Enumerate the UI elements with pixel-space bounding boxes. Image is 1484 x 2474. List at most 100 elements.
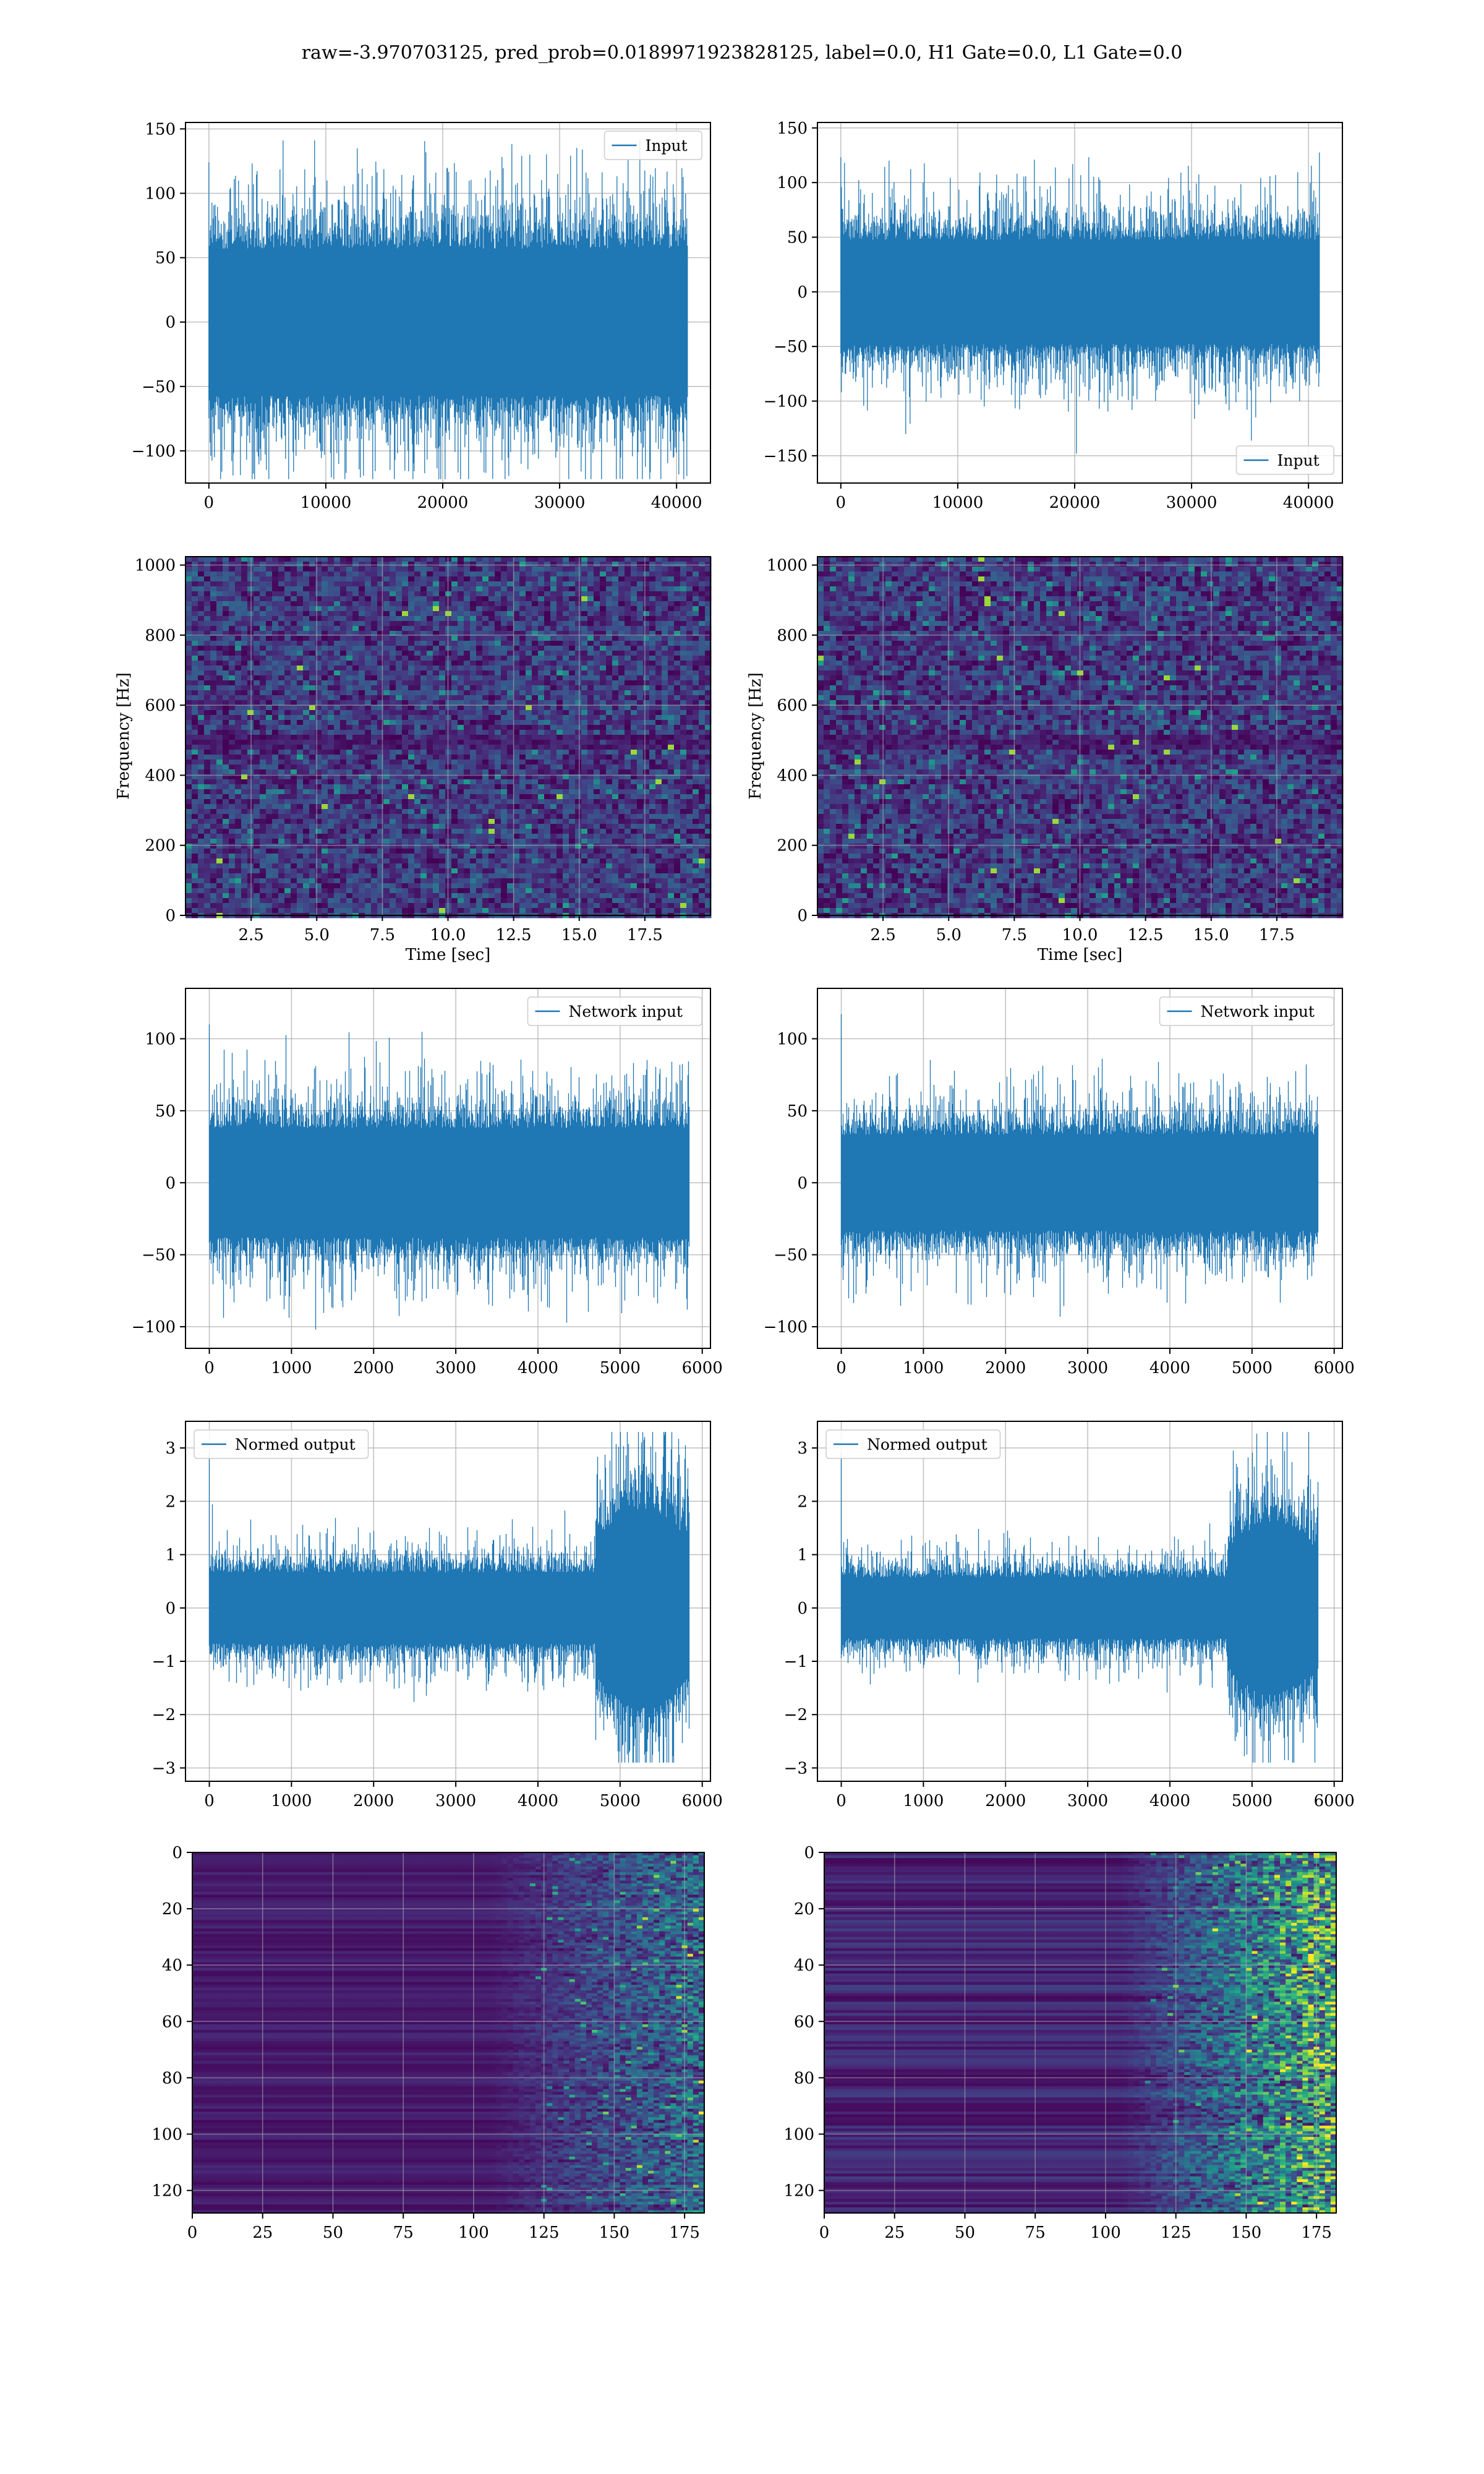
spec-h1-cell bbox=[501, 636, 508, 641]
spec-h1-cell bbox=[198, 621, 205, 627]
spec-h1-cell bbox=[247, 715, 254, 721]
spec-h1-cell bbox=[309, 557, 316, 562]
spec-h1-cell bbox=[303, 571, 310, 577]
spec-h1-cell bbox=[612, 626, 619, 631]
spec-h1-cell bbox=[272, 586, 279, 592]
spec-h1-cell bbox=[649, 651, 656, 656]
spec-h1-cell bbox=[458, 562, 464, 567]
spec-h1-cell bbox=[550, 685, 557, 691]
spec-h1-cell bbox=[501, 567, 508, 572]
spec-h1-cell bbox=[427, 705, 433, 711]
spec-h1-cell bbox=[328, 715, 335, 721]
spec-h1-cell bbox=[674, 690, 681, 696]
spec-h1-cell bbox=[223, 581, 229, 587]
spec-h1-cell bbox=[229, 651, 236, 656]
spec-h1-cell bbox=[513, 557, 520, 562]
spec-h1-cell bbox=[550, 700, 557, 706]
spec-h1-cell bbox=[260, 621, 267, 627]
spec-h1-cell bbox=[427, 651, 433, 656]
spec-h1-cell bbox=[476, 636, 483, 641]
spec-h1-cell bbox=[569, 616, 576, 622]
spec-h1-cell bbox=[507, 557, 514, 562]
spec-h1-cell bbox=[655, 636, 662, 641]
spec-h1-cell bbox=[198, 685, 205, 691]
spec-h1-cell bbox=[476, 705, 483, 711]
spec-h1-cell bbox=[618, 601, 625, 607]
spec-h1-cell bbox=[402, 690, 409, 696]
spec-h1-cell bbox=[439, 636, 446, 641]
spec-h1-cell bbox=[278, 710, 285, 716]
spec-h1-cell bbox=[346, 626, 353, 631]
spec-h1-cell bbox=[247, 661, 254, 666]
spec-h1-cell bbox=[198, 710, 205, 716]
spec-h1-cell bbox=[204, 641, 211, 646]
spec-h1-cell bbox=[519, 705, 526, 711]
spec-h1-cell bbox=[402, 715, 409, 721]
spec-h1-cell bbox=[229, 735, 236, 740]
spec-h1-cell bbox=[587, 651, 594, 656]
spec-h1-cell bbox=[662, 690, 668, 696]
spec-h1-cell bbox=[260, 646, 267, 651]
spec-h1-cell bbox=[433, 567, 440, 572]
spec-h1-cell bbox=[662, 626, 668, 631]
spec-h1-cell bbox=[365, 705, 372, 711]
spec-h1-cell bbox=[538, 636, 545, 641]
spec-h1-cell bbox=[291, 562, 297, 567]
spec-h1-cell bbox=[383, 705, 390, 711]
spec-h1-cell bbox=[229, 730, 236, 735]
spec-h1-cell bbox=[408, 656, 415, 661]
spec-h1-cell bbox=[451, 571, 458, 577]
spec-h1-cell bbox=[254, 576, 260, 582]
spec-h1-cell bbox=[680, 695, 687, 701]
spec-h1-cell bbox=[631, 606, 638, 612]
spec-h1-cell bbox=[260, 601, 267, 607]
spec-h1-cell bbox=[538, 675, 545, 681]
spec-h1-cell bbox=[680, 670, 687, 676]
spec-h1-cell bbox=[396, 685, 403, 691]
spec-h1-cell bbox=[470, 720, 477, 726]
spec-h1-cell bbox=[674, 636, 681, 641]
spec-h1-cell bbox=[637, 636, 644, 641]
spec-h1-cell bbox=[439, 685, 446, 691]
spec-h1-cell bbox=[359, 596, 365, 602]
spec-h1-cell bbox=[216, 646, 223, 651]
spec-h1-cell bbox=[390, 641, 396, 646]
spec-h1-cell bbox=[470, 641, 477, 646]
spec-h1-cell bbox=[396, 571, 403, 577]
spec-h1-cell bbox=[390, 730, 396, 735]
spec-h1-cell bbox=[192, 666, 198, 671]
spec-h1-cell bbox=[328, 581, 335, 587]
spec-h1-cell bbox=[451, 591, 458, 597]
spec-h1-cell bbox=[396, 596, 403, 602]
spec-h1-cell bbox=[186, 690, 192, 696]
spec-h1-cell bbox=[482, 591, 489, 597]
spec-h1-cell bbox=[544, 735, 551, 740]
spec-h1-cell bbox=[488, 685, 495, 691]
spec-h1-cell bbox=[532, 616, 539, 622]
spec-h1-cell bbox=[390, 621, 396, 627]
spec-h1-cell bbox=[476, 576, 483, 582]
spec-h1-cell bbox=[680, 591, 687, 597]
spec-h1-cell bbox=[470, 656, 477, 661]
spec-h1-cell bbox=[334, 651, 341, 656]
spec-h1-cell bbox=[390, 740, 396, 745]
spec-h1-cell bbox=[322, 646, 328, 651]
spec-h1-cell bbox=[272, 705, 279, 711]
spec-h1-cell bbox=[216, 596, 223, 602]
spec-h1-cell bbox=[643, 705, 650, 711]
spec-h1-cell bbox=[575, 626, 582, 631]
spec-h1-cell bbox=[451, 675, 458, 681]
spec-h1-cell bbox=[414, 656, 421, 661]
spec-h1-cell bbox=[482, 601, 489, 607]
spec-h1-cell bbox=[408, 670, 415, 676]
spec-h1-cell bbox=[365, 616, 372, 622]
spec-h1-cell bbox=[291, 626, 297, 631]
spec-h1-cell bbox=[649, 735, 656, 740]
spec-h1-cell bbox=[495, 571, 501, 577]
spec-h1-cell bbox=[482, 680, 489, 686]
spec-h1-cell bbox=[686, 616, 693, 622]
spec-h1-cell bbox=[606, 562, 613, 567]
spec-h1-cell bbox=[260, 740, 267, 745]
spec-h1-cell bbox=[556, 651, 563, 656]
spec-h1-cell bbox=[575, 710, 582, 716]
